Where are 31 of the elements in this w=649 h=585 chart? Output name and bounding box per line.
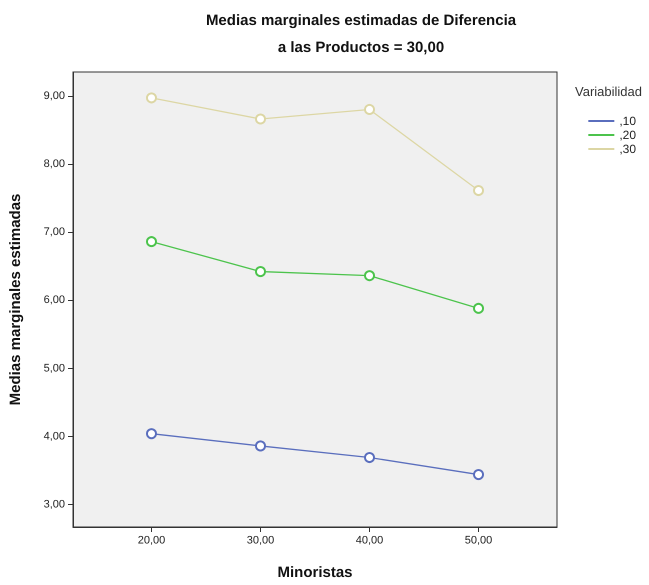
point [364, 270, 376, 282]
y-tick-label: 5,00 [44, 362, 65, 374]
point [364, 452, 376, 464]
point [255, 114, 266, 124]
legend-label: ,30 [619, 142, 636, 156]
x-tick-label: 40,00 [356, 534, 384, 546]
x-axis-title: Minoristas [277, 564, 353, 581]
legend-label: ,20 [619, 128, 636, 142]
y-tick-label: 3,00 [44, 498, 65, 511]
x-tick-label: 20,00 [138, 534, 166, 546]
y-axis-title: Medias marginales estimadas [7, 194, 24, 406]
y-tick-label: 8,00 [44, 158, 65, 170]
legend-label: ,10 [619, 114, 636, 128]
legend-title: Variabilidad [575, 84, 642, 99]
point [473, 469, 484, 480]
y-tick-label: 9,00 [44, 90, 65, 102]
x-tick-label: 50,00 [464, 534, 492, 546]
y-tick-label: 7,00 [44, 226, 65, 238]
point [146, 92, 157, 104]
chart-subtitle: a las Productos = 30,00 [278, 39, 444, 56]
point [255, 266, 266, 278]
point [146, 428, 157, 440]
point [146, 236, 157, 248]
y-tick-label: 6,00 [44, 294, 65, 306]
point [255, 440, 266, 452]
point [364, 104, 376, 115]
point [473, 302, 484, 314]
chart-title: Medias marginales estimadas de Diferencia [206, 12, 517, 29]
point [473, 185, 484, 196]
y-tick-label: 4,00 [44, 430, 65, 442]
x-tick-label: 30,00 [246, 534, 274, 546]
